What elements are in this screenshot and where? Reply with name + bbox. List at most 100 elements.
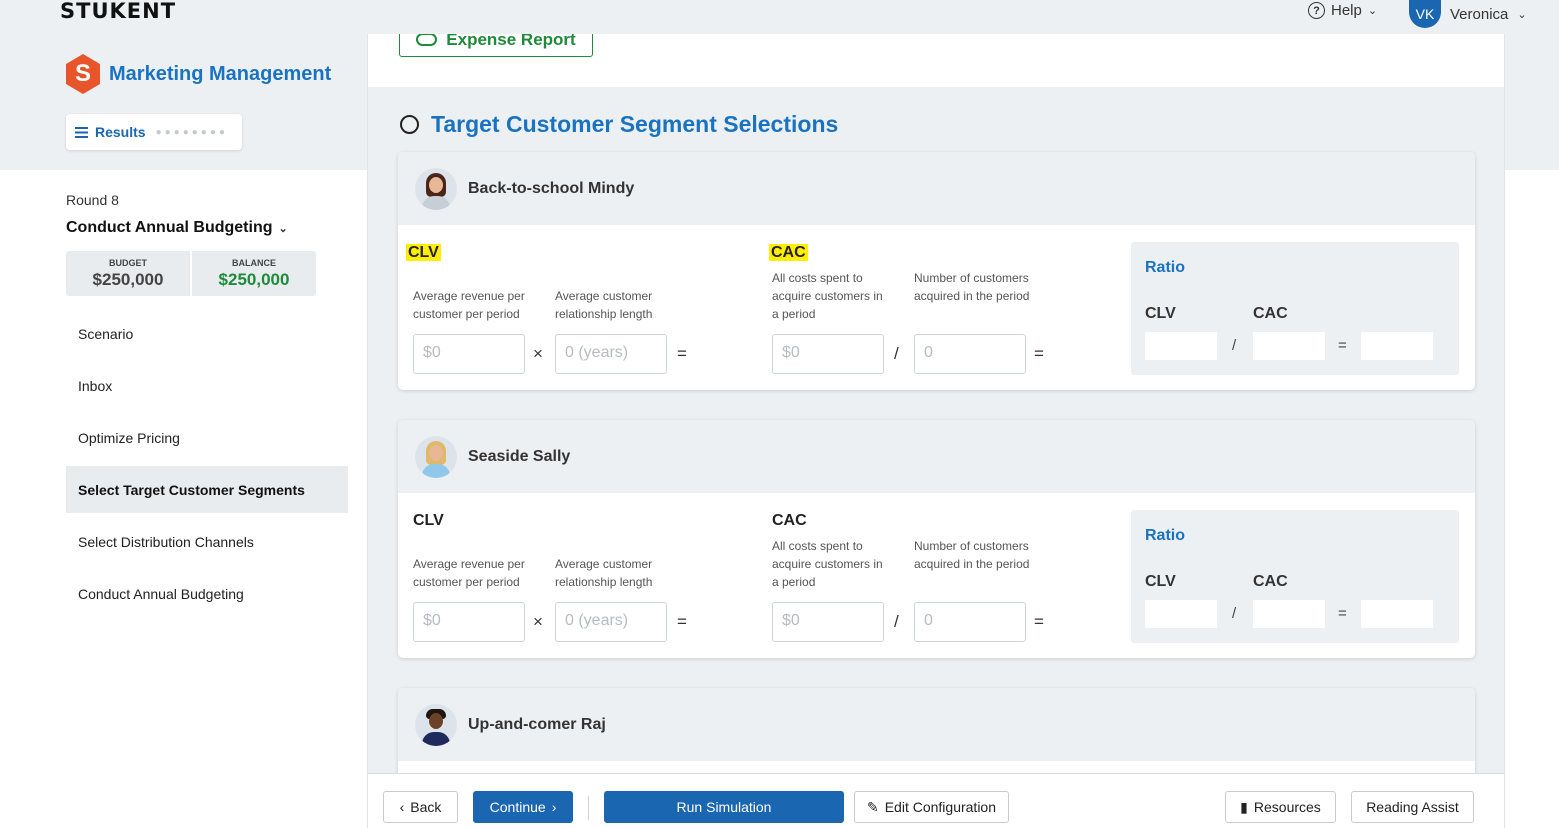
resources-label: Resources — [1253, 799, 1321, 815]
footer-toolbar: ‹ Back Continue › Run Simulation ✎ Edit … — [368, 773, 1504, 828]
persona-avatar — [415, 703, 457, 746]
budget-header: BUDGET — [109, 258, 147, 268]
sidebar-item-conduct-annual-budgeting[interactable]: Conduct Annual Budgeting — [78, 585, 244, 602]
segment-name: Up-and-comer Raj — [468, 715, 606, 733]
back-label: Back — [410, 799, 442, 815]
ratio-cac-label: CAC — [1253, 573, 1288, 590]
persona-face — [429, 444, 443, 461]
reading-assist-label: Reading Assist — [1366, 799, 1459, 815]
num-customers-input[interactable]: 0 — [914, 334, 1026, 374]
divide-sign: / — [1232, 337, 1237, 354]
sidebar-item-inbox[interactable]: Inbox — [78, 377, 113, 394]
sidebar-item-select-distribution-channels[interactable]: Select Distribution Channels — [78, 533, 254, 550]
continue-button[interactable]: Continue › — [473, 791, 573, 823]
continue-label: Continue — [489, 799, 546, 815]
chevron-down-icon: ⌄ — [1517, 8, 1527, 21]
back-button[interactable]: ‹ Back — [383, 791, 458, 823]
menu-icon — [75, 126, 88, 138]
persona-body — [422, 195, 450, 210]
ratio-panel: Ratio CLV CAC / = — [1131, 510, 1459, 643]
stukent-logo[interactable]: STUKENT — [60, 0, 177, 23]
user-menu[interactable]: VK Veronica ⌄ — [1409, 0, 1527, 28]
product-name: Marketing Management — [109, 62, 332, 85]
section-header: Target Customer Segment Selections — [400, 111, 838, 138]
avg-length-input[interactable]: 0 (years) — [555, 602, 667, 642]
clv-title-text: CLV — [406, 244, 441, 261]
num-customers-input[interactable]: 0 — [914, 602, 1026, 642]
user-avatar: VK — [1409, 0, 1441, 28]
clv-title: CLV — [413, 512, 444, 529]
cloud-download-icon — [416, 34, 438, 46]
results-button[interactable]: Results ●●●●●●●● — [66, 114, 242, 150]
multiply-sign: × — [533, 344, 543, 363]
multiply-sign: × — [533, 612, 543, 631]
edit-configuration-label: Edit Configuration — [884, 799, 997, 815]
chevron-down-icon: ⌄ — [1367, 5, 1378, 17]
book-icon: ▮ — [1240, 798, 1248, 815]
help-menu[interactable]: ? Help ⌄ — [1308, 2, 1377, 19]
divide-sign: / — [894, 612, 899, 631]
ratio-clv-value — [1145, 600, 1217, 628]
avg-revenue-input[interactable]: $0 — [413, 602, 525, 642]
expense-report-button[interactable]: Expense Report — [399, 34, 593, 57]
segment-name: Back-to-school Mindy — [468, 179, 635, 197]
run-simulation-button[interactable]: Run Simulation — [604, 791, 844, 823]
ratio-title: Ratio — [1145, 527, 1185, 544]
all-costs-input[interactable]: $0 — [772, 334, 884, 374]
phase-selector[interactable]: Conduct Annual Budgeting ⌄ — [66, 219, 288, 237]
segment-card-body: CLV Average revenue per customer per per… — [398, 493, 1475, 658]
ratio-clv-label: CLV — [1145, 573, 1176, 590]
equals-sign: = — [677, 344, 687, 363]
equals-sign: = — [1338, 337, 1347, 354]
cac-title: CAC — [769, 244, 808, 262]
progress-dots: ●●●●●●●● — [155, 126, 228, 138]
avg-length-label: Average customer relationship length — [555, 289, 653, 321]
equals-sign: = — [1034, 612, 1044, 631]
sidebar-item-select-target-customer-segments[interactable]: Select Target Customer Segments — [66, 466, 348, 513]
results-label: Results — [95, 124, 146, 140]
segment-name: Seaside Sally — [468, 447, 571, 465]
ratio-cac-value — [1253, 332, 1325, 360]
ratio-result-value — [1361, 600, 1433, 628]
balance-column: BALANCE $250,000 — [190, 251, 316, 296]
all-costs-input[interactable]: $0 — [772, 602, 884, 642]
expense-report-label: Expense Report — [446, 34, 576, 49]
chevron-right-icon: › — [551, 799, 557, 815]
avg-revenue-input[interactable]: $0 — [413, 334, 525, 374]
persona-avatar — [415, 167, 457, 210]
reading-assist-button[interactable]: Reading Assist — [1351, 791, 1474, 823]
ratio-clv-label: CLV — [1145, 305, 1176, 322]
ratio-cac-label: CAC — [1253, 305, 1288, 322]
persona-face — [429, 176, 443, 193]
ratio-title: Ratio — [1145, 259, 1185, 276]
budget-column: BUDGET $250,000 — [66, 251, 190, 296]
run-simulation-label: Run Simulation — [676, 799, 772, 815]
persona-face — [429, 712, 443, 729]
segment-card: Back-to-school Mindy CLV Average revenue… — [398, 152, 1475, 390]
persona-body — [422, 463, 450, 478]
all-costs-label: All costs spent to acquire customers in … — [772, 539, 883, 589]
equals-sign: = — [677, 612, 687, 631]
equals-sign: = — [1034, 344, 1044, 363]
edit-configuration-button[interactable]: ✎ Edit Configuration — [854, 791, 1009, 823]
avg-length-input[interactable]: 0 (years) — [555, 334, 667, 374]
persona-avatar — [415, 435, 457, 478]
chevron-down-icon: ⌄ — [278, 223, 288, 235]
user-name: Veronica — [1450, 5, 1509, 23]
num-customers-label: Number of customers acquired in the peri… — [914, 539, 1030, 571]
balance-value: $250,000 — [218, 270, 290, 289]
clv-title: CLV — [406, 244, 441, 262]
divide-sign: / — [1232, 605, 1237, 622]
main-top-strip: Expense Report — [368, 34, 1504, 87]
resources-button[interactable]: ▮ Resources — [1225, 791, 1336, 823]
segment-card-header: Seaside Sally — [398, 420, 1475, 493]
all-costs-label: All costs spent to acquire customers in … — [772, 271, 883, 321]
segment-card-body: CLV Average revenue per customer per per… — [398, 225, 1475, 390]
equals-sign: = — [1338, 605, 1347, 622]
sidebar-item-optimize-pricing[interactable]: Optimize Pricing — [78, 429, 180, 446]
pencil-icon: ✎ — [866, 798, 879, 815]
sidebar-item-scenario[interactable]: Scenario — [78, 325, 134, 342]
budget-summary: BUDGET $250,000 BALANCE $250,000 — [66, 251, 316, 296]
ratio-result-value — [1361, 332, 1433, 360]
section-title: Target Customer Segment Selections — [431, 111, 839, 137]
